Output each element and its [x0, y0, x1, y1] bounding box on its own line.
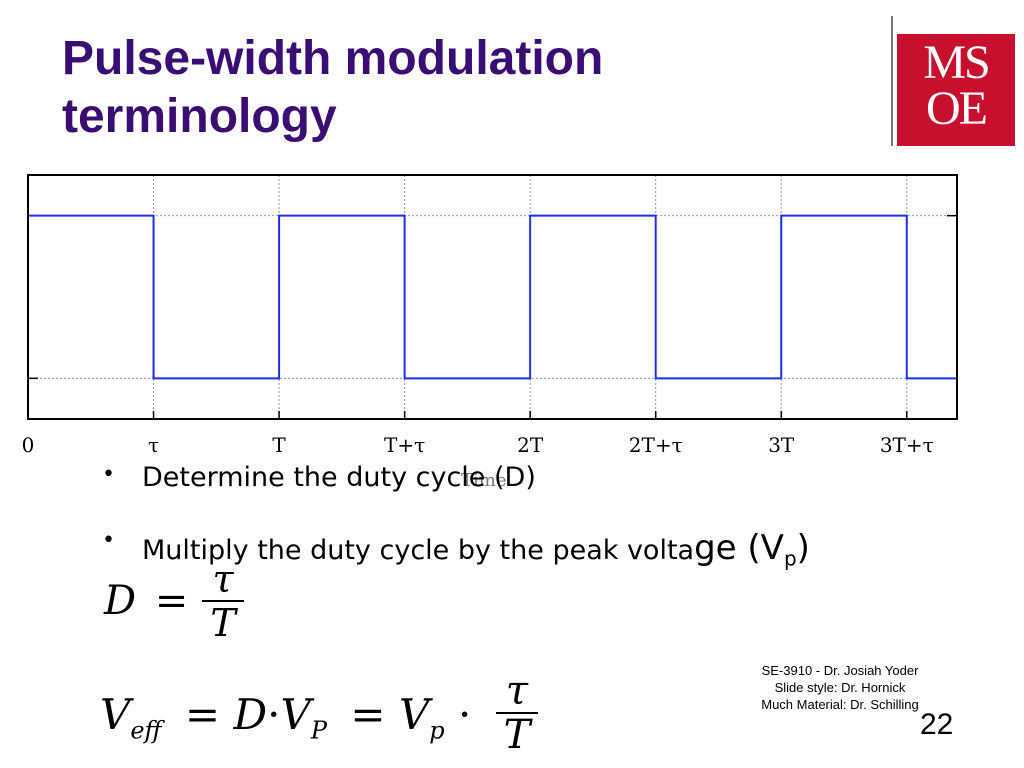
footer-line: Slide style: Dr. Hornick — [774, 680, 906, 695]
duty-equation: D = — [104, 578, 188, 624]
veff-sub-P: P — [310, 716, 328, 745]
bullet-closing: ) — [796, 528, 810, 568]
veff-eq2: = — [350, 690, 386, 739]
pwm-waveform-line — [28, 214, 957, 380]
page-number: 22 — [920, 708, 954, 741]
veff-denominator: T — [503, 712, 531, 758]
logo-text-bottom: OE — [926, 82, 988, 135]
veff-v: V — [100, 690, 131, 739]
footer-line: SE-3910 - Dr. Josiah Yoder — [761, 663, 919, 678]
slide-footer: SE-3910 - Dr. Josiah Yoder Slide style: … — [730, 662, 950, 713]
pwm-chart: 0 τ T T+τ 2T 2T+τ 3T 3T+τ — [22, 174, 958, 457]
bullet-item: • Determine the duty cycle (D) — [102, 462, 810, 528]
veff-d: D — [233, 690, 268, 739]
veff-eq1: = — [184, 690, 221, 739]
msoe-logo: MS OE — [897, 34, 1015, 146]
veff-vp2: V — [398, 690, 430, 739]
logo-text-top: MS — [923, 36, 990, 89]
bullet-text: Determine the duty cycle (D) — [142, 462, 536, 493]
x-tick-label: 2T+τ — [629, 433, 683, 457]
bullet-list: • Determine the duty cycle (D) • Multipl… — [102, 462, 810, 594]
veff-sub-eff: eff — [130, 716, 162, 745]
x-tick-label: 3T+τ — [880, 433, 934, 457]
x-tick-label: 2T — [517, 433, 544, 457]
duty-lhs: D — [104, 578, 137, 624]
logo-divider — [891, 16, 893, 146]
title-clip-mask — [60, 147, 400, 161]
duty-denominator: T — [210, 601, 236, 645]
veff-fraction: τ T — [496, 670, 538, 756]
x-tick-label: T — [272, 433, 286, 457]
veff-numerator: τ — [505, 668, 529, 714]
veff-fraction-bar — [496, 712, 538, 714]
bullet-item: • Multiply the duty cycle by the peak vo… — [102, 528, 810, 594]
bullet-text-large: ge (V — [694, 528, 784, 568]
bullet-dot-icon: • — [102, 528, 115, 553]
veff-equation: Veff = D·VP = Vp · — [100, 690, 471, 744]
veff-dot2: · — [458, 690, 472, 739]
bullet-text: Multiply the duty cycle by the peak volt… — [142, 535, 695, 566]
slide-title: Pulse-width modulation terminology — [62, 30, 822, 146]
plot-frame — [27, 174, 958, 420]
veff-vp: V — [280, 690, 311, 739]
x-tick-label: τ — [148, 433, 159, 457]
duty-equals: = — [154, 578, 189, 624]
x-tick-label: 0 — [22, 433, 35, 457]
footer-line: Much Material: Dr. Schilling — [761, 697, 919, 712]
duty-fraction-bar — [202, 600, 244, 602]
x-tick-label: T+τ — [384, 433, 425, 457]
chart-ticks: 0 τ T T+τ 2T 2T+τ 3T 3T+τ — [22, 411, 934, 457]
title-line-1: Pulse-width modulation — [62, 32, 604, 85]
x-axis-label: Time — [461, 470, 507, 491]
title-line-2: terminology — [62, 90, 337, 143]
chart-series — [28, 214, 957, 380]
x-tick-label: 3T — [768, 433, 795, 457]
duty-fraction: τ T — [202, 558, 244, 644]
veff-dot: · — [267, 690, 281, 739]
duty-numerator: τ — [212, 557, 234, 601]
veff-sub-p: p — [429, 716, 445, 745]
bullet-subscript: p — [783, 546, 797, 571]
bullet-dot-icon: • — [102, 462, 115, 487]
chart-grid — [27, 175, 957, 419]
